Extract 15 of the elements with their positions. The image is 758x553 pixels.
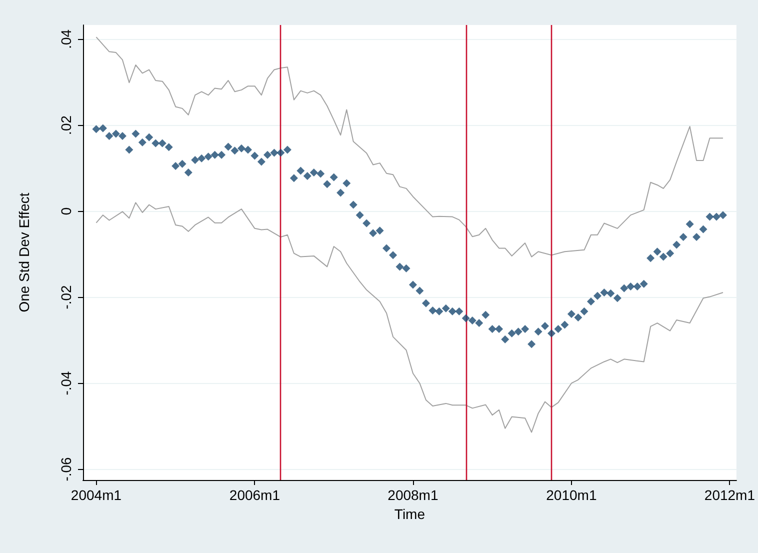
x-tick-label: 2012m1 — [704, 487, 756, 503]
y-tick-label: -.04 — [58, 370, 74, 396]
x-tick-label: 2006m1 — [229, 487, 280, 503]
x-tick-label: 2008m1 — [388, 487, 438, 503]
y-tick-label: .02 — [58, 115, 74, 135]
y-tick-label: .04 — [58, 29, 74, 49]
x-axis-title: Time — [394, 506, 426, 522]
y-axis-title: One Std Dev Effect — [16, 192, 32, 312]
x-tick-label: 2004m1 — [70, 487, 122, 503]
line-series — [96, 202, 724, 433]
x-tick-label: 2010m1 — [546, 487, 597, 503]
line-series — [96, 36, 724, 258]
y-tick-label: 0 — [58, 207, 74, 216]
y-tick-label: -.02 — [58, 284, 74, 310]
y-tick-label: -.06 — [58, 456, 74, 482]
